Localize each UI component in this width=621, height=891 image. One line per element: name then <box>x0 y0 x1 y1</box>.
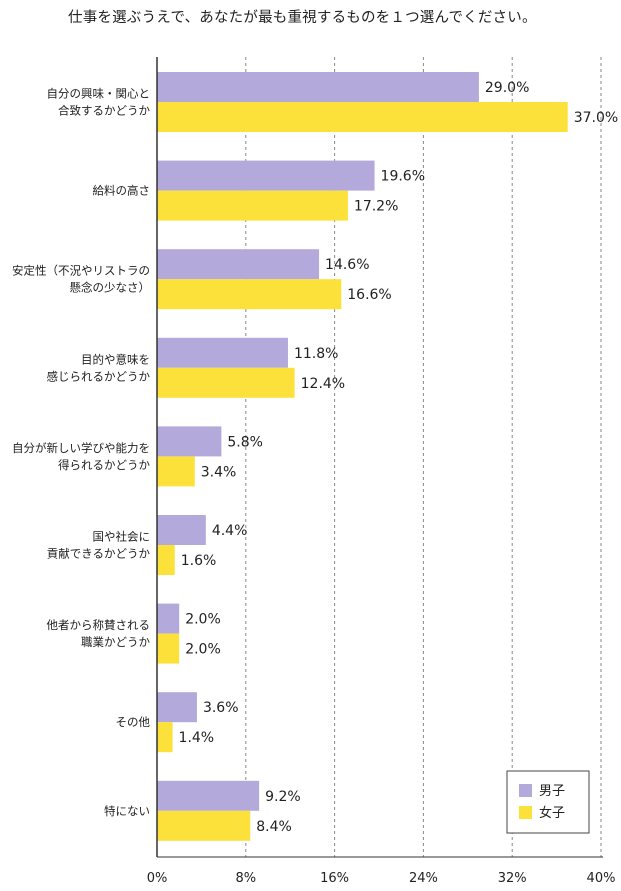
category-label: 自分が新しい学びや能力を <box>12 441 150 455</box>
value-label: 12.4% <box>301 376 345 392</box>
category-label: 安定性（不況やリストラの <box>12 264 150 278</box>
legend-label-female: 女子 <box>539 805 565 821</box>
bar-male <box>157 426 222 457</box>
value-label: 9.2% <box>265 789 301 805</box>
legend-label-male: 男子 <box>539 784 565 799</box>
bar-female <box>157 722 173 753</box>
category-label: 職業かどうか <box>81 635 150 649</box>
category-label: 得られるかどうか <box>58 458 150 472</box>
value-label: 37.0% <box>574 110 618 126</box>
bar-male <box>157 692 197 723</box>
category-label: 感じられるかどうか <box>47 369 151 383</box>
value-label: 3.6% <box>203 700 239 716</box>
legend-box <box>506 770 590 834</box>
legend-swatch-female <box>519 806 532 819</box>
chart-title: 仕事を選ぶうえで、あなたが最も重視するものを１つ選んでください。 <box>68 10 537 26</box>
bar-male <box>157 515 206 545</box>
value-label: 4.4% <box>212 523 248 539</box>
value-label: 16.6% <box>347 287 391 303</box>
bar-male <box>157 249 320 280</box>
category-label: 給料の高さ <box>93 184 151 198</box>
value-label: 3.4% <box>201 464 237 480</box>
bar-male <box>157 337 288 368</box>
category-label: 国や社会に <box>93 530 151 544</box>
tick-label: 24% <box>409 871 438 886</box>
value-label: 2.0% <box>185 642 221 658</box>
value-label: 29.0% <box>485 80 529 96</box>
tick-label: 16% <box>320 871 349 886</box>
bar-female <box>157 545 175 575</box>
bar-female <box>157 633 180 664</box>
bar-female <box>157 102 568 132</box>
value-label: 2.0% <box>185 612 221 628</box>
tick-label: 0% <box>147 871 168 886</box>
value-label: 1.4% <box>179 730 215 746</box>
category-label: 特にない <box>104 804 150 818</box>
bar-male <box>157 603 180 634</box>
bar-female <box>157 279 342 310</box>
category-label: その他 <box>116 715 151 729</box>
labels: 0% 8% 16% 24% 32% 40% 29.0% 37.0% 自分の興味・関心と合致するか… <box>12 80 618 886</box>
category-label: 懸念の少なさ） <box>70 281 151 295</box>
value-label: 1.6% <box>181 553 217 569</box>
bar-female <box>157 367 295 398</box>
value-label: 5.8% <box>227 434 263 450</box>
tick-label: 8% <box>235 871 256 886</box>
category-label: 目的や意味を <box>81 352 150 366</box>
value-label: 19.6% <box>381 169 425 185</box>
category-label: 合致するかどうか <box>58 104 150 118</box>
bar-female <box>157 810 251 841</box>
legend-swatch-male <box>519 784 532 797</box>
tick-label: 40% <box>587 871 616 886</box>
bar-female <box>157 190 348 221</box>
bar-male <box>157 160 375 191</box>
bar-male <box>157 780 260 811</box>
value-label: 17.2% <box>354 199 398 215</box>
value-label: 14.6% <box>325 257 369 273</box>
value-label: 11.8% <box>294 346 338 362</box>
legend: 男子 女子 <box>506 770 590 834</box>
category-label: 自分の興味・関心と <box>47 87 151 101</box>
tick-label: 32% <box>498 871 527 886</box>
bar-male <box>157 72 479 102</box>
bars <box>157 72 568 841</box>
value-label: 8.4% <box>256 819 292 835</box>
category-label: 他者から称賛される <box>47 618 151 632</box>
axes <box>156 57 603 858</box>
category-label: 貢献できるかどうか <box>47 547 151 561</box>
bar-female <box>157 456 195 487</box>
